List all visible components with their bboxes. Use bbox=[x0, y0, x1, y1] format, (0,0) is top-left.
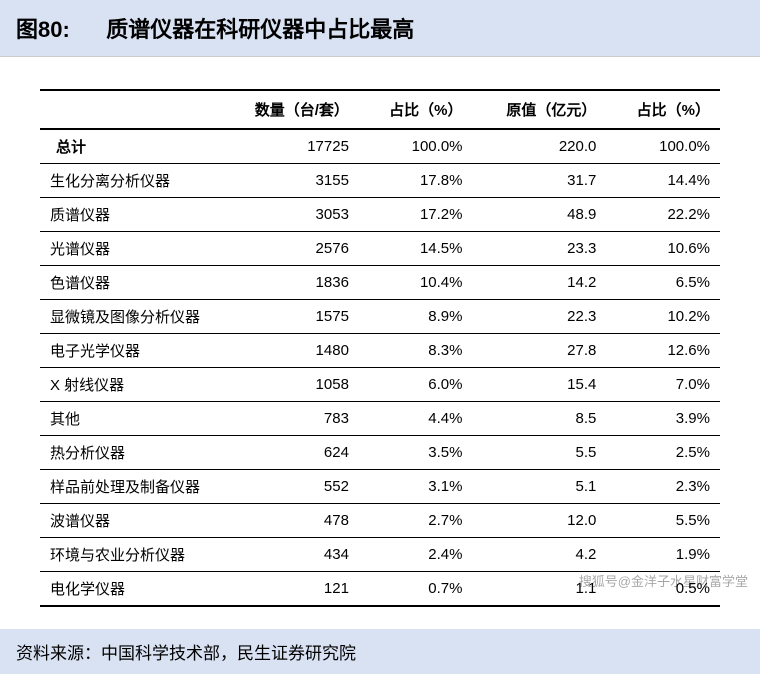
col-pct-value: 占比（%） bbox=[606, 90, 720, 129]
cell-label: 质谱仪器 bbox=[40, 198, 220, 232]
cell-pct-value: 3.9% bbox=[606, 402, 720, 436]
cell-pct-value: 2.5% bbox=[606, 436, 720, 470]
table-row: 总计17725100.0%220.0100.0% bbox=[40, 129, 720, 164]
cell-pct-qty: 2.4% bbox=[359, 538, 473, 572]
cell-label: 光谱仪器 bbox=[40, 232, 220, 266]
table-row: 波谱仪器4782.7%12.05.5% bbox=[40, 504, 720, 538]
table-row: 生化分离分析仪器315517.8%31.714.4% bbox=[40, 164, 720, 198]
cell-qty: 1058 bbox=[220, 368, 359, 402]
table-container: 数量（台/套） 占比（%） 原值（亿元） 占比（%） 总计17725100.0%… bbox=[0, 57, 760, 615]
cell-pct-value: 100.0% bbox=[606, 129, 720, 164]
table-row: X 射线仪器10586.0%15.47.0% bbox=[40, 368, 720, 402]
cell-label: 热分析仪器 bbox=[40, 436, 220, 470]
cell-pct-qty: 17.2% bbox=[359, 198, 473, 232]
cell-label: 电化学仪器 bbox=[40, 572, 220, 607]
cell-pct-qty: 17.8% bbox=[359, 164, 473, 198]
cell-pct-value: 10.2% bbox=[606, 300, 720, 334]
cell-label: 生化分离分析仪器 bbox=[40, 164, 220, 198]
cell-orig-value: 12.0 bbox=[473, 504, 607, 538]
table-row: 其他7834.4%8.53.9% bbox=[40, 402, 720, 436]
cell-pct-value: 12.6% bbox=[606, 334, 720, 368]
col-qty: 数量（台/套） bbox=[220, 90, 359, 129]
cell-qty: 1575 bbox=[220, 300, 359, 334]
table-row: 样品前处理及制备仪器5523.1%5.12.3% bbox=[40, 470, 720, 504]
cell-orig-value: 4.2 bbox=[473, 538, 607, 572]
title-bar: 图80: 质谱仪器在科研仪器中占比最高 bbox=[0, 0, 760, 57]
cell-label: 显微镜及图像分析仪器 bbox=[40, 300, 220, 334]
cell-pct-value: 14.4% bbox=[606, 164, 720, 198]
cell-qty: 478 bbox=[220, 504, 359, 538]
cell-qty: 17725 bbox=[220, 129, 359, 164]
cell-pct-qty: 8.9% bbox=[359, 300, 473, 334]
cell-qty: 1480 bbox=[220, 334, 359, 368]
table-row: 色谱仪器183610.4%14.26.5% bbox=[40, 266, 720, 300]
cell-pct-qty: 4.4% bbox=[359, 402, 473, 436]
cell-pct-value: 10.6% bbox=[606, 232, 720, 266]
cell-label: 总计 bbox=[40, 129, 220, 164]
cell-label: 样品前处理及制备仪器 bbox=[40, 470, 220, 504]
cell-pct-qty: 3.1% bbox=[359, 470, 473, 504]
cell-orig-value: 5.5 bbox=[473, 436, 607, 470]
table-row: 光谱仪器257614.5%23.310.6% bbox=[40, 232, 720, 266]
data-table: 数量（台/套） 占比（%） 原值（亿元） 占比（%） 总计17725100.0%… bbox=[40, 89, 720, 607]
cell-qty: 552 bbox=[220, 470, 359, 504]
cell-qty: 624 bbox=[220, 436, 359, 470]
table-row: 热分析仪器6243.5%5.52.5% bbox=[40, 436, 720, 470]
cell-pct-qty: 3.5% bbox=[359, 436, 473, 470]
col-orig-value: 原值（亿元） bbox=[473, 90, 607, 129]
cell-label: 波谱仪器 bbox=[40, 504, 220, 538]
cell-orig-value: 27.8 bbox=[473, 334, 607, 368]
figure-number: 图80: bbox=[16, 17, 70, 42]
cell-qty: 434 bbox=[220, 538, 359, 572]
cell-pct-value: 7.0% bbox=[606, 368, 720, 402]
cell-label: X 射线仪器 bbox=[40, 368, 220, 402]
cell-qty: 3053 bbox=[220, 198, 359, 232]
table-row: 显微镜及图像分析仪器15758.9%22.310.2% bbox=[40, 300, 720, 334]
cell-qty: 1836 bbox=[220, 266, 359, 300]
col-pct-qty: 占比（%） bbox=[359, 90, 473, 129]
source-bar: 资料来源：中国科学技术部，民生证券研究院 bbox=[0, 629, 760, 674]
cell-pct-value: 22.2% bbox=[606, 198, 720, 232]
figure-title: 质谱仪器在科研仪器中占比最高 bbox=[106, 17, 414, 42]
cell-orig-value: 15.4 bbox=[473, 368, 607, 402]
cell-orig-value: 48.9 bbox=[473, 198, 607, 232]
cell-qty: 3155 bbox=[220, 164, 359, 198]
cell-label: 环境与农业分析仪器 bbox=[40, 538, 220, 572]
table-row: 质谱仪器305317.2%48.922.2% bbox=[40, 198, 720, 232]
cell-orig-value: 220.0 bbox=[473, 129, 607, 164]
cell-orig-value: 31.7 bbox=[473, 164, 607, 198]
cell-label: 电子光学仪器 bbox=[40, 334, 220, 368]
cell-pct-qty: 14.5% bbox=[359, 232, 473, 266]
watermark: 搜狐号@金洋子水星财富学堂 bbox=[579, 571, 748, 590]
cell-label: 色谱仪器 bbox=[40, 266, 220, 300]
cell-orig-value: 8.5 bbox=[473, 402, 607, 436]
cell-pct-qty: 0.7% bbox=[359, 572, 473, 607]
cell-pct-value: 6.5% bbox=[606, 266, 720, 300]
cell-orig-value: 22.3 bbox=[473, 300, 607, 334]
cell-qty: 121 bbox=[220, 572, 359, 607]
cell-qty: 2576 bbox=[220, 232, 359, 266]
cell-orig-value: 23.3 bbox=[473, 232, 607, 266]
cell-label: 其他 bbox=[40, 402, 220, 436]
table-body: 总计17725100.0%220.0100.0%生化分离分析仪器315517.8… bbox=[40, 129, 720, 606]
table-row: 电子光学仪器14808.3%27.812.6% bbox=[40, 334, 720, 368]
cell-pct-value: 5.5% bbox=[606, 504, 720, 538]
header-row: 数量（台/套） 占比（%） 原值（亿元） 占比（%） bbox=[40, 90, 720, 129]
cell-pct-value: 2.3% bbox=[606, 470, 720, 504]
cell-orig-value: 14.2 bbox=[473, 266, 607, 300]
col-label bbox=[40, 90, 220, 129]
table-row: 环境与农业分析仪器4342.4%4.21.9% bbox=[40, 538, 720, 572]
cell-pct-qty: 100.0% bbox=[359, 129, 473, 164]
cell-pct-qty: 10.4% bbox=[359, 266, 473, 300]
cell-pct-qty: 2.7% bbox=[359, 504, 473, 538]
cell-pct-qty: 8.3% bbox=[359, 334, 473, 368]
cell-orig-value: 5.1 bbox=[473, 470, 607, 504]
cell-qty: 783 bbox=[220, 402, 359, 436]
cell-pct-qty: 6.0% bbox=[359, 368, 473, 402]
cell-pct-value: 1.9% bbox=[606, 538, 720, 572]
